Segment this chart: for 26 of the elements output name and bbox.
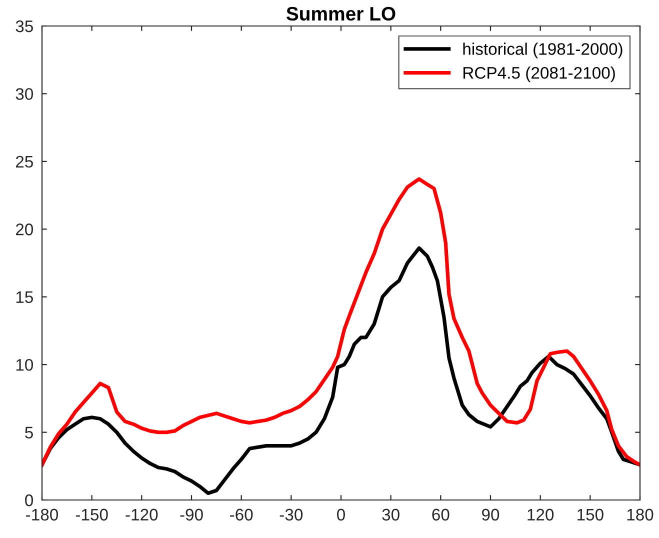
x-tick-label: 180 xyxy=(627,508,654,521)
x-tick-label: 120 xyxy=(528,508,554,521)
y-tick-label: 35 xyxy=(16,20,33,32)
x-tick-label: 0 xyxy=(337,508,345,521)
x-tick-label: -90 xyxy=(180,508,203,521)
x-tick-label: -180 xyxy=(26,508,58,521)
y-tick-label: 25 xyxy=(16,156,33,168)
x-tick-label: -120 xyxy=(126,508,158,521)
chart-title: Summer LO xyxy=(286,6,396,21)
y-tick-label: 5 xyxy=(25,426,33,438)
x-tick-label: -150 xyxy=(76,508,108,521)
x-tick-label: -60 xyxy=(230,508,253,521)
y-tick-label: 20 xyxy=(16,224,34,236)
y-tick-label: 30 xyxy=(16,88,34,100)
x-tick-label: 30 xyxy=(382,508,400,521)
y-tick-label: 15 xyxy=(16,291,33,304)
line-series xyxy=(42,177,640,467)
x-tick-label: 60 xyxy=(432,508,450,521)
y-tick-label: 10 xyxy=(16,358,34,371)
x-tick-label: -30 xyxy=(280,508,303,521)
legend-label: historical (1981-2000) xyxy=(463,42,622,58)
y-tick-label: 0 xyxy=(25,494,34,506)
x-tick-label: 90 xyxy=(482,508,500,521)
line-series xyxy=(42,246,640,496)
x-tick-label: 150 xyxy=(578,508,604,521)
legend-label: RCP4.5 (2081-2100) xyxy=(464,66,615,82)
